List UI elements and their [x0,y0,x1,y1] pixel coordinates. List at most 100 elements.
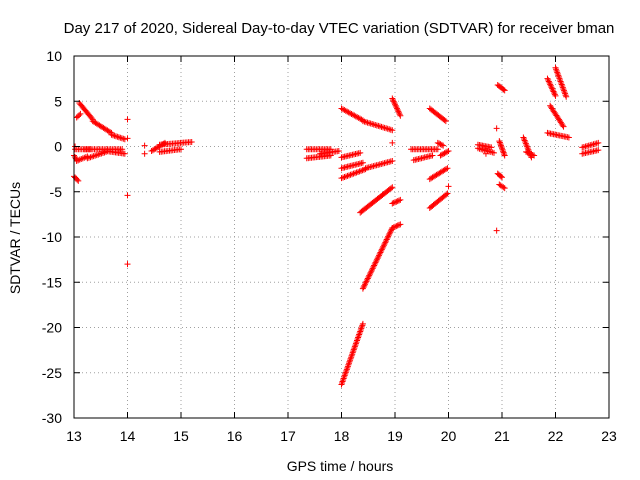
satellite-track [579,139,602,151]
data-point [73,157,80,164]
x-tick-label: 16 [227,428,243,444]
data-point [117,134,124,141]
data-point [392,102,399,109]
data-point [75,177,82,184]
data-point [595,147,602,154]
data-point [389,95,396,102]
satellite-track [362,157,396,172]
data-point [121,150,128,157]
data-point [124,116,131,123]
data-point [434,139,441,146]
data-point [565,134,572,141]
x-tick-label: 22 [548,428,564,444]
data-point [387,227,394,234]
data-point [381,240,388,247]
x-tick-label: 18 [334,428,350,444]
data-point [387,229,394,236]
data-point [141,150,148,157]
data-point [371,262,378,269]
data-point [436,140,443,147]
data-point [380,242,387,249]
satellite-track [359,118,396,134]
data-point [444,148,451,155]
data-point [389,157,396,164]
satellite-track [103,148,128,157]
data-point [362,279,369,286]
data-point [551,89,558,96]
satellite-track [148,139,168,155]
data-point [364,276,371,283]
data-point [373,256,380,263]
x-tick-label: 23 [601,428,617,444]
satellite-track [338,105,366,124]
data-point [441,117,448,124]
x-tick-label: 21 [494,428,510,444]
satellite-track [89,118,115,136]
satellite-track [410,152,436,164]
data-point [369,265,376,272]
x-tick-label: 15 [173,428,189,444]
data-point [434,146,441,153]
data-point [111,132,118,139]
satellite-track [426,190,451,212]
satellite-track [523,148,538,159]
axis-ticks: 13 14 15 16 17 18 19 20 21 22 23 10 5 0 -5 -10 -15 -20 -25… [42,48,617,444]
satellite-track [474,141,495,151]
x-axis-label: GPS time / hours [287,458,394,474]
data-point [378,246,385,253]
data-point [367,269,374,276]
y-tick-label: -10 [42,229,62,245]
data-point [386,230,393,237]
data-point [497,173,504,180]
data-point [437,141,444,148]
satellite-track [338,149,364,161]
data-point [444,165,451,172]
satellite-track [426,105,449,125]
data-point [375,253,382,260]
data-point [429,152,436,159]
data-point [385,233,392,240]
data-point [528,151,535,158]
data-point [188,138,195,145]
satellite-track [156,138,195,148]
data-point [369,266,376,273]
data-point [498,143,505,150]
data-point [501,152,508,159]
data-point [549,87,556,94]
data-point [545,77,552,84]
data-point [377,249,384,256]
data-point [531,152,538,159]
data-point [396,111,403,118]
data-point [118,135,125,142]
data-point [388,185,395,192]
data-point [359,285,366,292]
data-point [396,109,403,116]
data-point [124,135,131,142]
satellite-track [496,181,508,192]
data-point [488,144,495,151]
data-point [523,148,530,155]
data-point [390,199,397,206]
data-point [549,85,556,92]
data-point [390,98,397,105]
data-point [525,150,532,157]
data-point [397,196,404,203]
data-point [551,91,558,98]
data-point [376,252,383,259]
data-point [389,184,396,191]
data-point [361,282,368,289]
data-point [394,198,401,205]
data-point [392,199,398,206]
satellite-track [156,146,184,155]
satellite-track [357,184,396,216]
y-tick-label: 10 [46,48,62,64]
data-point [383,236,390,243]
data-point [384,235,391,242]
data-point [397,112,404,119]
data-point [499,174,505,181]
data-point [497,140,504,147]
y-tick-label: 5 [54,93,62,109]
data-point [493,227,500,234]
satellite-track [437,148,452,159]
